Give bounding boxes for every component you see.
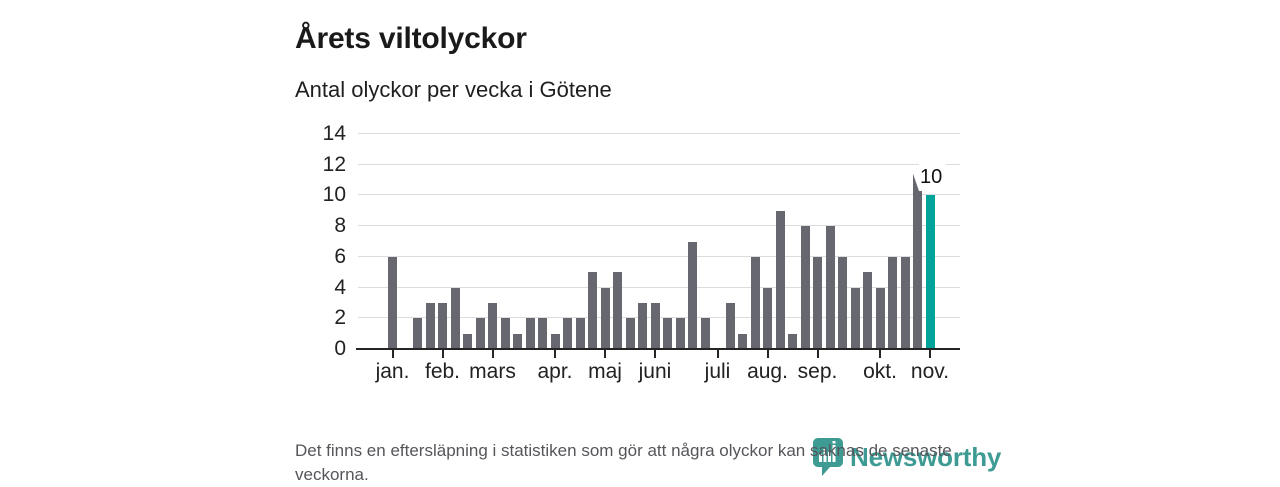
x-axis-label-juli: juli bbox=[704, 360, 731, 383]
bar-week-16 bbox=[575, 318, 585, 349]
bar-week-24 bbox=[675, 318, 685, 349]
bar-week-38 bbox=[850, 287, 860, 349]
bar-week-35 bbox=[813, 256, 822, 349]
y-axis-label: 12 bbox=[322, 152, 346, 176]
bar-week-32 bbox=[775, 210, 785, 349]
gridline-y8 bbox=[358, 225, 960, 227]
x-axis-label-sep: sep. bbox=[797, 360, 838, 383]
x-axis-label-mars: mars bbox=[469, 360, 516, 383]
x-tick-nov bbox=[929, 350, 931, 358]
bar-week-41 bbox=[888, 256, 897, 349]
gridline-y6 bbox=[358, 255, 960, 257]
page-title: Årets viltolyckor bbox=[295, 22, 527, 56]
bar-week-43 bbox=[913, 164, 922, 349]
x-tick-okt bbox=[879, 350, 881, 358]
y-axis-label: 4 bbox=[334, 275, 346, 299]
bar-week-37 bbox=[838, 256, 847, 349]
gridline-y10 bbox=[358, 194, 960, 196]
footer-disclaimer: Det finns en eftersläpning i statistiken… bbox=[295, 441, 952, 485]
gridline-y12 bbox=[358, 163, 960, 165]
annotation-pointer bbox=[910, 164, 919, 191]
bar-week-13 bbox=[538, 318, 547, 349]
chart-subtitle: Antal olyckor per vecka i Götene bbox=[295, 77, 612, 102]
x-axis-label-juni: juni bbox=[638, 360, 672, 383]
bar-week-11 bbox=[513, 333, 522, 349]
y-axis-label: 14 bbox=[322, 122, 346, 145]
newsworthy-logo[interactable]: Newsworthy bbox=[813, 438, 1001, 476]
x-tick-maj bbox=[604, 350, 606, 358]
x-tick-apr bbox=[554, 350, 556, 358]
bar-week-6 bbox=[450, 287, 460, 349]
bar-week-42 bbox=[900, 256, 910, 349]
y-axis-label: 10 bbox=[322, 183, 346, 207]
gridline-y4 bbox=[358, 286, 960, 288]
x-axis-label-nov: nov. bbox=[910, 360, 950, 383]
x-axis-line bbox=[356, 348, 960, 350]
bar-week-10 bbox=[500, 318, 510, 349]
bar-week-23 bbox=[663, 318, 672, 349]
x-tick-juli bbox=[716, 350, 719, 358]
bar-week-1 bbox=[388, 256, 397, 349]
bar-week-29 bbox=[738, 333, 747, 349]
bar-week-8 bbox=[475, 318, 485, 349]
bar-week-7 bbox=[463, 333, 472, 349]
x-tick-jan bbox=[391, 350, 394, 358]
bar-week-36 bbox=[825, 226, 835, 349]
bar-week-17 bbox=[588, 272, 597, 349]
x-tick-juni bbox=[654, 350, 656, 358]
x-axis-label-maj: maj bbox=[588, 360, 622, 383]
bar-week-21 bbox=[638, 302, 647, 349]
x-axis-label-aug: aug. bbox=[747, 360, 788, 383]
x-axis-label-jan: jan. bbox=[375, 360, 410, 383]
newsworthy-pin-icon bbox=[813, 438, 843, 476]
bar-week-22 bbox=[650, 302, 660, 349]
newsworthy-logo-text: Newsworthy bbox=[850, 441, 1002, 472]
bar-week-30 bbox=[750, 256, 760, 349]
bar-week-20 bbox=[625, 318, 635, 349]
bar-highlight-week-44 bbox=[925, 195, 935, 349]
bar-week-9 bbox=[488, 302, 497, 349]
bar-week-12 bbox=[525, 318, 535, 349]
bar-week-28 bbox=[725, 302, 735, 349]
bar-week-31 bbox=[763, 287, 772, 349]
bar-week-40 bbox=[875, 287, 885, 349]
x-axis-label-okt: okt. bbox=[863, 360, 897, 383]
bar-week-5 bbox=[438, 302, 447, 349]
bar-week-4 bbox=[425, 302, 435, 349]
x-tick-feb bbox=[441, 350, 444, 358]
bar-week-25 bbox=[688, 241, 697, 349]
y-axis-label: 0 bbox=[334, 337, 346, 360]
bar-week-19 bbox=[613, 272, 622, 349]
x-tick-mars bbox=[491, 350, 494, 358]
bar-week-34 bbox=[800, 226, 810, 349]
bar-week-26 bbox=[700, 318, 710, 349]
x-axis-label-apr: apr. bbox=[537, 360, 573, 383]
y-axis-label: 8 bbox=[334, 214, 346, 238]
y-axis-label: 2 bbox=[334, 306, 346, 330]
bar-week-18 bbox=[600, 287, 610, 349]
bar-week-14 bbox=[550, 333, 560, 349]
x-axis-label-feb: feb. bbox=[424, 360, 461, 383]
annotation-value-label: 10 bbox=[919, 163, 947, 191]
y-axis-label: 6 bbox=[334, 244, 346, 268]
bar-week-15 bbox=[563, 318, 572, 349]
bar-week-39 bbox=[863, 272, 872, 349]
bar-week-3 bbox=[413, 318, 422, 349]
x-tick-sep bbox=[816, 350, 819, 358]
bar-week-33 bbox=[788, 333, 797, 349]
x-tick-aug bbox=[766, 350, 769, 358]
gridline-y14 bbox=[358, 133, 960, 134]
